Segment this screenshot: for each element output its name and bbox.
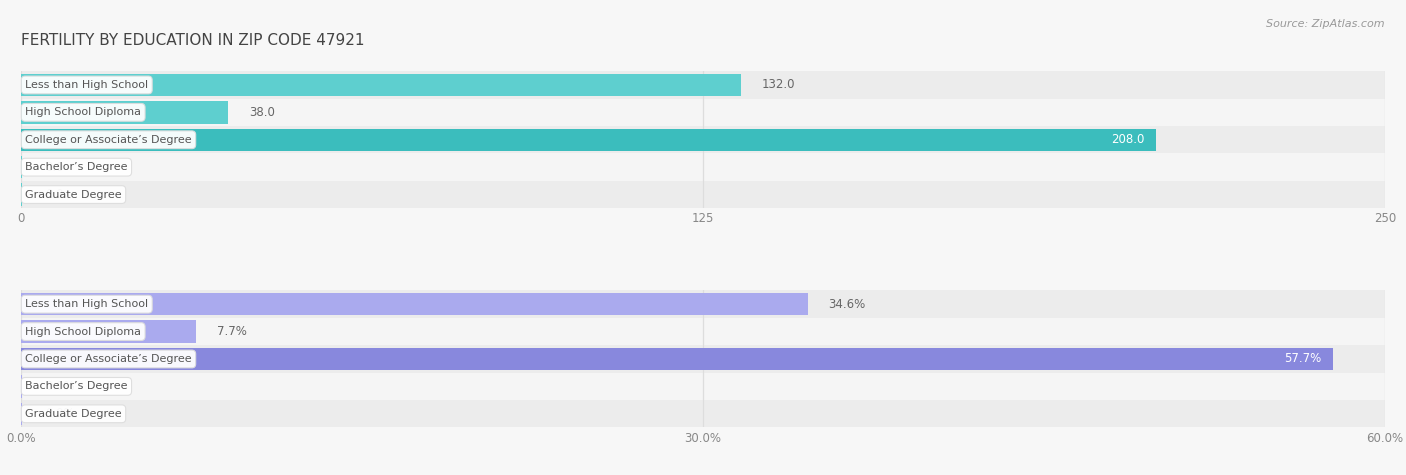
Text: College or Associate’s Degree: College or Associate’s Degree [25,135,191,145]
Text: 132.0: 132.0 [762,78,796,92]
Text: High School Diploma: High School Diploma [25,327,141,337]
Bar [21,129,1156,151]
Text: High School Diploma: High School Diploma [25,107,141,117]
Text: 57.7%: 57.7% [1285,352,1322,365]
Bar [21,153,1385,181]
Bar [21,181,1385,208]
Bar [21,126,1385,153]
Text: 38.0: 38.0 [249,106,274,119]
Text: 208.0: 208.0 [1112,133,1144,146]
Bar [21,348,1333,370]
Text: Less than High School: Less than High School [25,299,148,309]
Bar [21,99,1385,126]
Bar [21,293,807,315]
Bar [21,318,1385,345]
Text: Bachelor’s Degree: Bachelor’s Degree [25,162,128,172]
Text: Less than High School: Less than High School [25,80,148,90]
Text: 0.0: 0.0 [45,188,65,201]
Bar [21,101,228,124]
Bar [21,400,1385,428]
Text: Bachelor’s Degree: Bachelor’s Degree [25,381,128,391]
Bar [21,291,1385,318]
Bar [21,373,1385,400]
Text: Graduate Degree: Graduate Degree [25,190,122,200]
Text: 0.0%: 0.0% [45,407,76,420]
Text: Source: ZipAtlas.com: Source: ZipAtlas.com [1267,19,1385,29]
Text: College or Associate’s Degree: College or Associate’s Degree [25,354,191,364]
Bar [21,74,741,96]
Text: 0.0: 0.0 [45,161,65,174]
Bar [21,320,195,343]
Text: FERTILITY BY EDUCATION IN ZIP CODE 47921: FERTILITY BY EDUCATION IN ZIP CODE 47921 [21,33,364,48]
Text: 0.0%: 0.0% [45,380,76,393]
Text: 34.6%: 34.6% [828,298,865,311]
Text: 7.7%: 7.7% [217,325,246,338]
Bar [21,345,1385,373]
Bar [21,71,1385,99]
Text: Graduate Degree: Graduate Degree [25,409,122,419]
